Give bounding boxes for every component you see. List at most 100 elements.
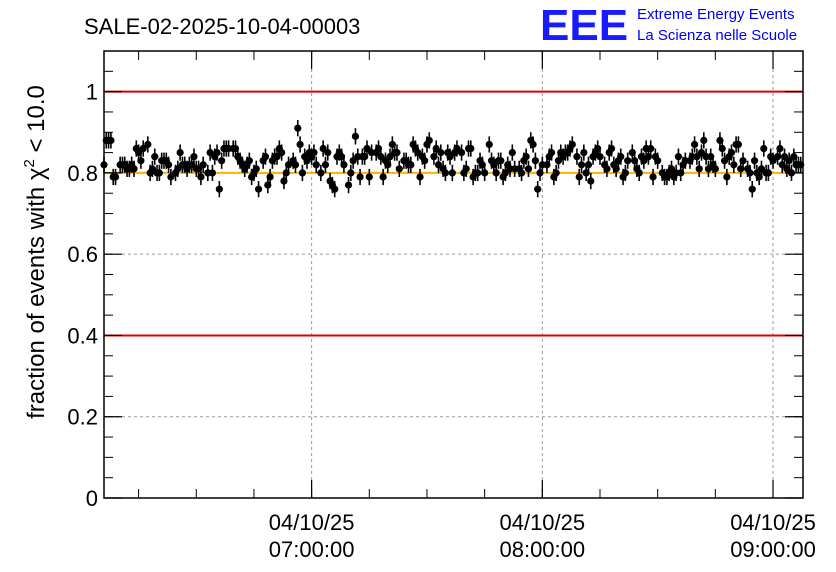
data-point <box>294 124 302 132</box>
data-point <box>261 153 270 161</box>
data-point <box>730 161 738 169</box>
data-point <box>723 173 731 181</box>
data-point <box>324 148 332 157</box>
data-point <box>467 144 475 153</box>
data-point <box>266 173 274 181</box>
data-point <box>331 185 339 193</box>
data-point <box>573 153 581 161</box>
data-point <box>720 157 729 165</box>
data-point <box>587 177 595 185</box>
y-tick-label: 0.6 <box>67 242 98 267</box>
data-point <box>111 173 120 181</box>
data-point <box>497 157 505 165</box>
data-point <box>617 153 625 161</box>
data-point <box>640 157 648 165</box>
data-point <box>414 148 422 157</box>
data-point <box>704 165 713 173</box>
logo-line-1: Extreme Energy Events <box>637 6 795 23</box>
data-point <box>298 169 306 177</box>
data-point <box>416 173 424 181</box>
y-tick-label: 1 <box>86 80 98 105</box>
data-point <box>441 169 450 177</box>
data-point <box>434 161 443 169</box>
data-point <box>575 173 583 181</box>
data-point <box>144 140 152 149</box>
data-point <box>448 169 456 177</box>
data-point <box>291 161 300 169</box>
x-axis: 04/10/2507:00:0004/10/2508:00:0004/10/25… <box>138 51 816 562</box>
data-point <box>481 169 489 177</box>
y-axis-title: fraction of events with χ2 < 10.0 <box>21 85 50 419</box>
data-point <box>252 165 260 173</box>
y-axis-title-tail: < 10.0 <box>23 85 50 159</box>
data-point <box>780 153 789 161</box>
data-point <box>340 161 348 169</box>
data-point <box>208 169 217 177</box>
data-point <box>218 157 226 165</box>
data-point <box>284 161 293 169</box>
data-point <box>197 173 205 181</box>
data-point <box>727 148 736 157</box>
data-series <box>100 120 805 198</box>
data-point <box>254 185 263 193</box>
y-tick-label: 0 <box>86 486 98 511</box>
data-point <box>552 169 560 177</box>
data-point <box>697 148 706 157</box>
data-point <box>148 165 157 173</box>
data-point <box>432 144 440 153</box>
x-tick-label-time: 09:00:00 <box>730 537 816 562</box>
data-point <box>310 148 318 157</box>
data-point <box>319 144 327 153</box>
data-point <box>245 157 253 165</box>
data-point <box>176 148 184 157</box>
data-point <box>524 165 533 173</box>
data-point <box>137 157 145 165</box>
data-point <box>776 144 784 153</box>
data-point <box>693 153 701 161</box>
data-point <box>534 185 542 193</box>
data-point <box>365 173 373 181</box>
data-point <box>377 153 385 161</box>
data-point <box>739 157 747 165</box>
data-point <box>746 169 754 177</box>
data-point <box>356 173 364 181</box>
y-axis-title-sup: 2 <box>21 159 38 167</box>
data-point <box>437 148 445 157</box>
data-point <box>621 169 629 177</box>
data-point <box>425 136 433 144</box>
data-point <box>349 157 357 165</box>
data-point <box>635 169 643 177</box>
data-point <box>485 140 493 149</box>
data-point <box>654 157 662 165</box>
logo-line-2: La Scienza nelle Scuole <box>637 27 797 44</box>
y-axis-title-main: fraction of events with χ <box>23 167 50 419</box>
data-point <box>164 161 173 169</box>
data-point <box>296 140 304 149</box>
data-point <box>462 165 470 173</box>
chart-title: SALE-02-2025-10-04-00003 <box>84 14 360 39</box>
data-point <box>531 157 539 165</box>
data-point <box>734 140 743 149</box>
data-point <box>649 173 657 181</box>
data-point <box>584 161 593 169</box>
data-point <box>577 161 586 169</box>
data-point <box>785 157 793 165</box>
data-point <box>748 185 756 193</box>
y-axis: 0 0.2 0.4 0.6 0.8 1 <box>67 50 803 511</box>
data-point <box>351 132 360 140</box>
data-point <box>215 185 223 193</box>
data-point <box>718 144 726 153</box>
data-point <box>596 153 604 161</box>
data-point <box>568 140 576 149</box>
data-point <box>395 165 403 173</box>
data-point <box>139 144 147 153</box>
data-point <box>529 140 537 149</box>
data-point <box>674 153 683 161</box>
data-point <box>379 173 387 181</box>
x-tick-label-date: 04/10/25 <box>269 510 355 535</box>
data-point <box>199 161 207 169</box>
y-tick-label: 0.8 <box>67 161 98 186</box>
data-point <box>386 153 394 161</box>
data-point <box>508 148 516 157</box>
